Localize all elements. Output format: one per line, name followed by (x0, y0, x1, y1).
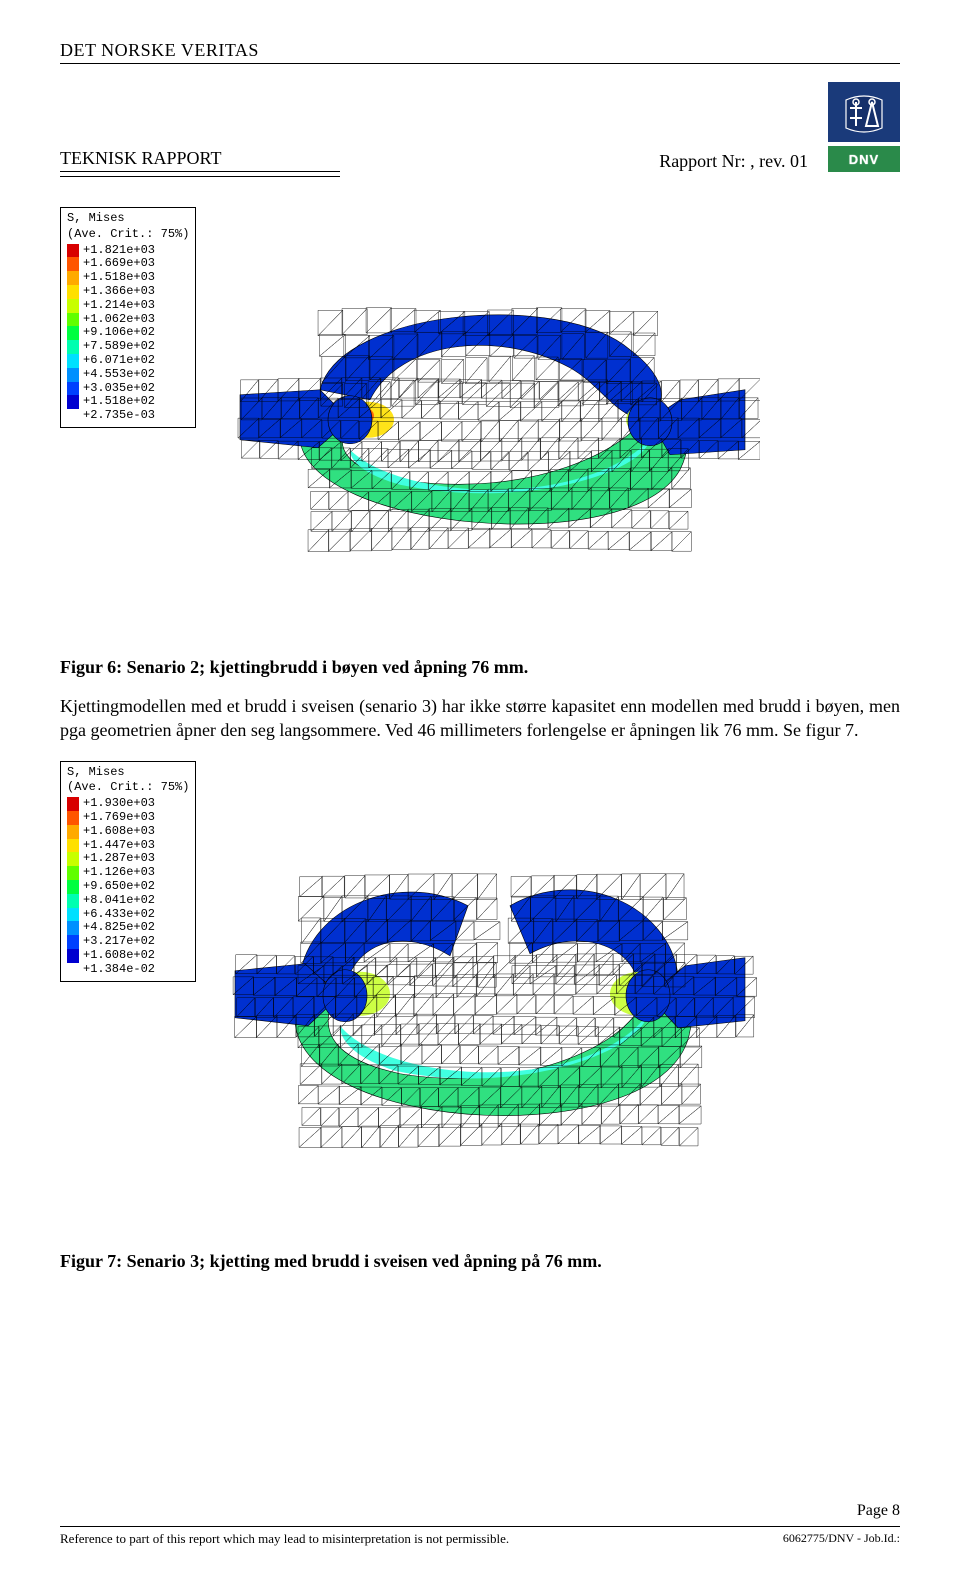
page-number: Page 8 (60, 1502, 900, 1520)
report-type: TEKNISK RAPPORT (60, 148, 340, 172)
dnv-logo-text: DNV (828, 146, 900, 172)
figure6-render (200, 280, 760, 585)
report-number: Rapport Nr: , rev. 01 (340, 151, 828, 172)
dnv-logo: DNV (828, 82, 900, 172)
figure6-legend: S, Mises (Ave. Crit.: 75%) +1.821e+03+1.… (60, 207, 196, 428)
figure7-legend: S, Mises (Ave. Crit.: 75%) +1.930e+03+1.… (60, 761, 196, 982)
figure7-colorbar (67, 797, 79, 963)
body-paragraph: Kjettingmodellen med et brudd i sveisen … (60, 694, 900, 743)
figure7-caption: Figur 7: Senario 3; kjetting med brudd i… (60, 1251, 900, 1272)
footer-rule (60, 1526, 900, 1527)
header-rule-top (60, 63, 900, 64)
figure6-zone: S, Mises (Ave. Crit.: 75%) +1.821e+03+1.… (60, 207, 900, 627)
figure7-legend-values: +1.930e+03+1.769e+03+1.608e+03+1.447e+03… (83, 797, 155, 976)
figure6-colorbar (67, 244, 79, 410)
legend7-title-1: S, Mises (67, 766, 189, 780)
dnv-logo-emblem (828, 82, 900, 142)
org-name: DET NORSKE VERITAS (60, 40, 259, 61)
figure7-render (200, 835, 760, 1180)
legend7-title-2: (Ave. Crit.: 75%) (67, 781, 189, 795)
figure6-caption: Figur 6: Senario 2; kjettingbrudd i bøye… (60, 657, 900, 678)
figure7-zone: S, Mises (Ave. Crit.: 75%) +1.930e+03+1.… (60, 761, 900, 1221)
page-footer: Page 8 Reference to part of this report … (60, 1502, 900, 1547)
legend-title-1: S, Mises (67, 212, 189, 226)
legend-title-2: (Ave. Crit.: 75%) (67, 228, 189, 242)
figure6-legend-values: +1.821e+03+1.669e+03+1.518e+03+1.366e+03… (83, 244, 155, 423)
header-rule-bottom (60, 176, 340, 177)
footer-disclaimer: Reference to part of this report which m… (60, 1531, 509, 1547)
footer-jobid: 6062775/DNV - Job.Id.: (783, 1531, 900, 1547)
